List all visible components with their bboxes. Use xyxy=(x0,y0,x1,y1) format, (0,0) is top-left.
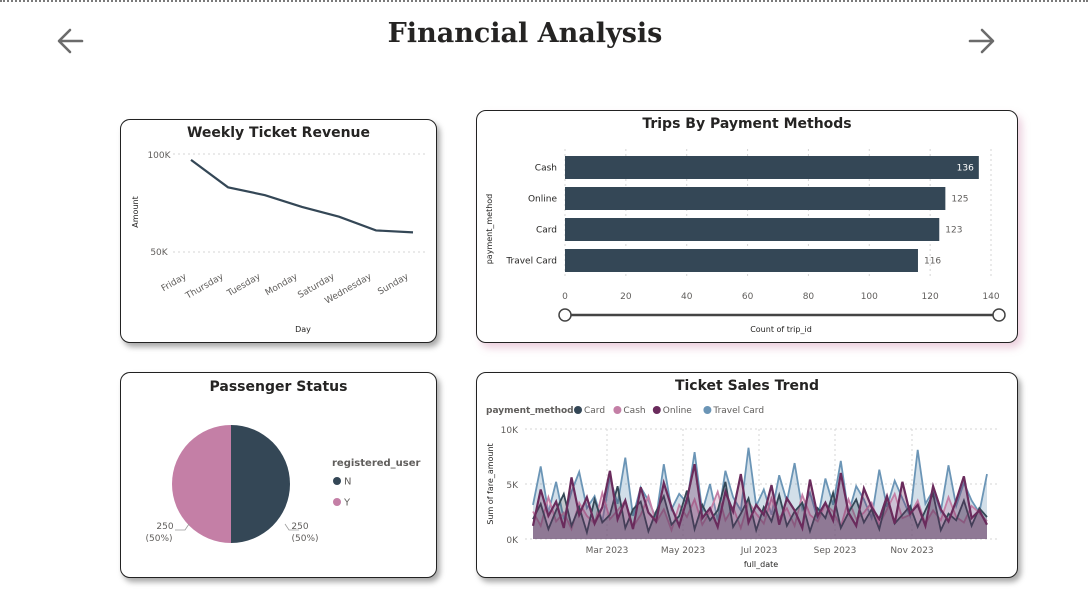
category-label: Travel Card xyxy=(505,257,557,267)
data-label: 123 xyxy=(945,226,962,236)
page-title: Financial Analysis xyxy=(387,18,663,49)
x-tick-label: 0 xyxy=(562,292,568,302)
series-line[interactable] xyxy=(532,447,988,522)
x-tick-label: May 2023 xyxy=(661,546,705,556)
x-axis-label: full_date xyxy=(744,560,778,569)
legend-marker xyxy=(333,498,341,506)
y-tick-100k: 100K xyxy=(147,151,171,161)
y-axis-label: payment_method xyxy=(485,194,494,265)
y-tick-0k: 0K xyxy=(506,536,519,546)
series-area xyxy=(533,464,987,539)
bar[interactable] xyxy=(565,249,918,272)
bar[interactable] xyxy=(565,156,979,179)
data-label: 125 xyxy=(951,195,968,205)
sales-trend-chart: payment_method Card Cash Online Travel Card… xyxy=(486,406,999,569)
sales-trend-card[interactable]: Ticket Sales Trend payment_method Card Ca… xyxy=(476,372,1018,578)
y-axis-label: Amount xyxy=(131,196,140,227)
x-tick-label: 100 xyxy=(861,292,878,302)
legend-title: registered_user xyxy=(332,458,421,469)
x-axis-label: Count of trip_id xyxy=(750,325,812,334)
x-tick-label: 120 xyxy=(922,292,939,302)
arrow-right-icon[interactable] xyxy=(964,24,998,58)
sales-trend-title: Ticket Sales Trend xyxy=(674,378,820,394)
x-axis-label: Day xyxy=(295,325,311,334)
left-label-leader-line xyxy=(175,523,190,531)
payment-methods-title: Trips By Payment Methods xyxy=(642,116,852,132)
arrow-left-icon[interactable] xyxy=(54,24,88,58)
x-tick-label: 20 xyxy=(620,292,632,302)
x-tick-label: Nov 2023 xyxy=(890,546,933,556)
x-tick-label: Jul 2023 xyxy=(740,546,778,556)
right-slice-value-label: 250 xyxy=(291,522,308,532)
category-label: Card xyxy=(536,226,557,236)
y-tick-50k: 50K xyxy=(150,248,168,258)
x-tick-label: 40 xyxy=(681,292,693,302)
x-tick-label: Sep 2023 xyxy=(814,546,857,556)
revenue-series-line xyxy=(190,158,414,234)
legend-label[interactable]: Online xyxy=(663,406,692,416)
weekly-revenue-card[interactable]: Weekly Ticket Revenue 100K 50K Amount Da… xyxy=(120,119,437,343)
y-tick-10k: 10K xyxy=(501,426,519,436)
passenger-status-card[interactable]: Passenger Status 250 (50%) 250 (50%) reg… xyxy=(120,372,437,578)
legend-label[interactable]: Cash xyxy=(623,406,645,416)
bar[interactable] xyxy=(565,218,940,241)
payment-methods-card[interactable]: Trips By Payment Methods Cash 136 Online 12… xyxy=(476,110,1018,343)
x-tick-label: Mar 2023 xyxy=(586,546,629,556)
passenger-status-title: Passenger Status xyxy=(209,379,348,395)
weekly-revenue-title: Weekly Ticket Revenue xyxy=(186,125,370,141)
range-slider-right-handle[interactable] xyxy=(992,308,1006,322)
data-label: 116 xyxy=(924,257,941,267)
payment-methods-chart: Cash 136 Online 125 Card 123 Travel Card 116 0 2… xyxy=(485,149,1006,334)
left-slice-value-label: 250 xyxy=(156,522,173,532)
right-label-leader-line xyxy=(284,523,299,531)
x-tick-label: Sunday xyxy=(376,272,411,298)
legend-title: payment_method xyxy=(486,406,574,416)
category-label: Online xyxy=(528,195,557,205)
y-tick-5k: 5K xyxy=(506,481,519,491)
legend-marker xyxy=(613,406,622,414)
x-tick-label: Thursday xyxy=(183,272,226,302)
x-tick-label: 60 xyxy=(742,292,754,302)
series-line[interactable] xyxy=(531,463,988,532)
bar[interactable] xyxy=(565,187,946,210)
x-tick-label: Monday xyxy=(264,272,300,299)
top-dotted-divider xyxy=(0,0,1088,2)
legend-marker xyxy=(574,406,582,414)
right-slice-pct-label: (50%) xyxy=(291,534,318,544)
range-slider-left-handle[interactable] xyxy=(558,308,572,322)
passenger-status-chart: 250 (50%) 250 (50%) registered_user NY xyxy=(145,425,421,544)
series-line[interactable] xyxy=(532,481,988,536)
data-label: 136 xyxy=(957,164,974,174)
category-label: Cash xyxy=(535,164,557,174)
x-tick-label: 80 xyxy=(803,292,815,302)
x-tick-label: 140 xyxy=(982,292,999,302)
left-slice-pct-label: (50%) xyxy=(145,534,172,544)
x-tick-label: Tuesday xyxy=(225,272,263,300)
y-axis-label: Sum of fare_amount xyxy=(486,443,495,524)
legend-label[interactable]: N xyxy=(344,477,351,488)
legend-marker xyxy=(333,477,341,485)
legend-label[interactable]: Travel Card xyxy=(712,406,764,416)
x-tick-label: Friday xyxy=(160,272,189,295)
pie-slice[interactable] xyxy=(231,425,290,543)
legend-label[interactable]: Card xyxy=(584,406,605,416)
legend-marker xyxy=(703,406,712,414)
pie-slice[interactable] xyxy=(172,425,231,543)
legend-label[interactable]: Y xyxy=(343,498,351,509)
legend-marker xyxy=(652,406,661,414)
